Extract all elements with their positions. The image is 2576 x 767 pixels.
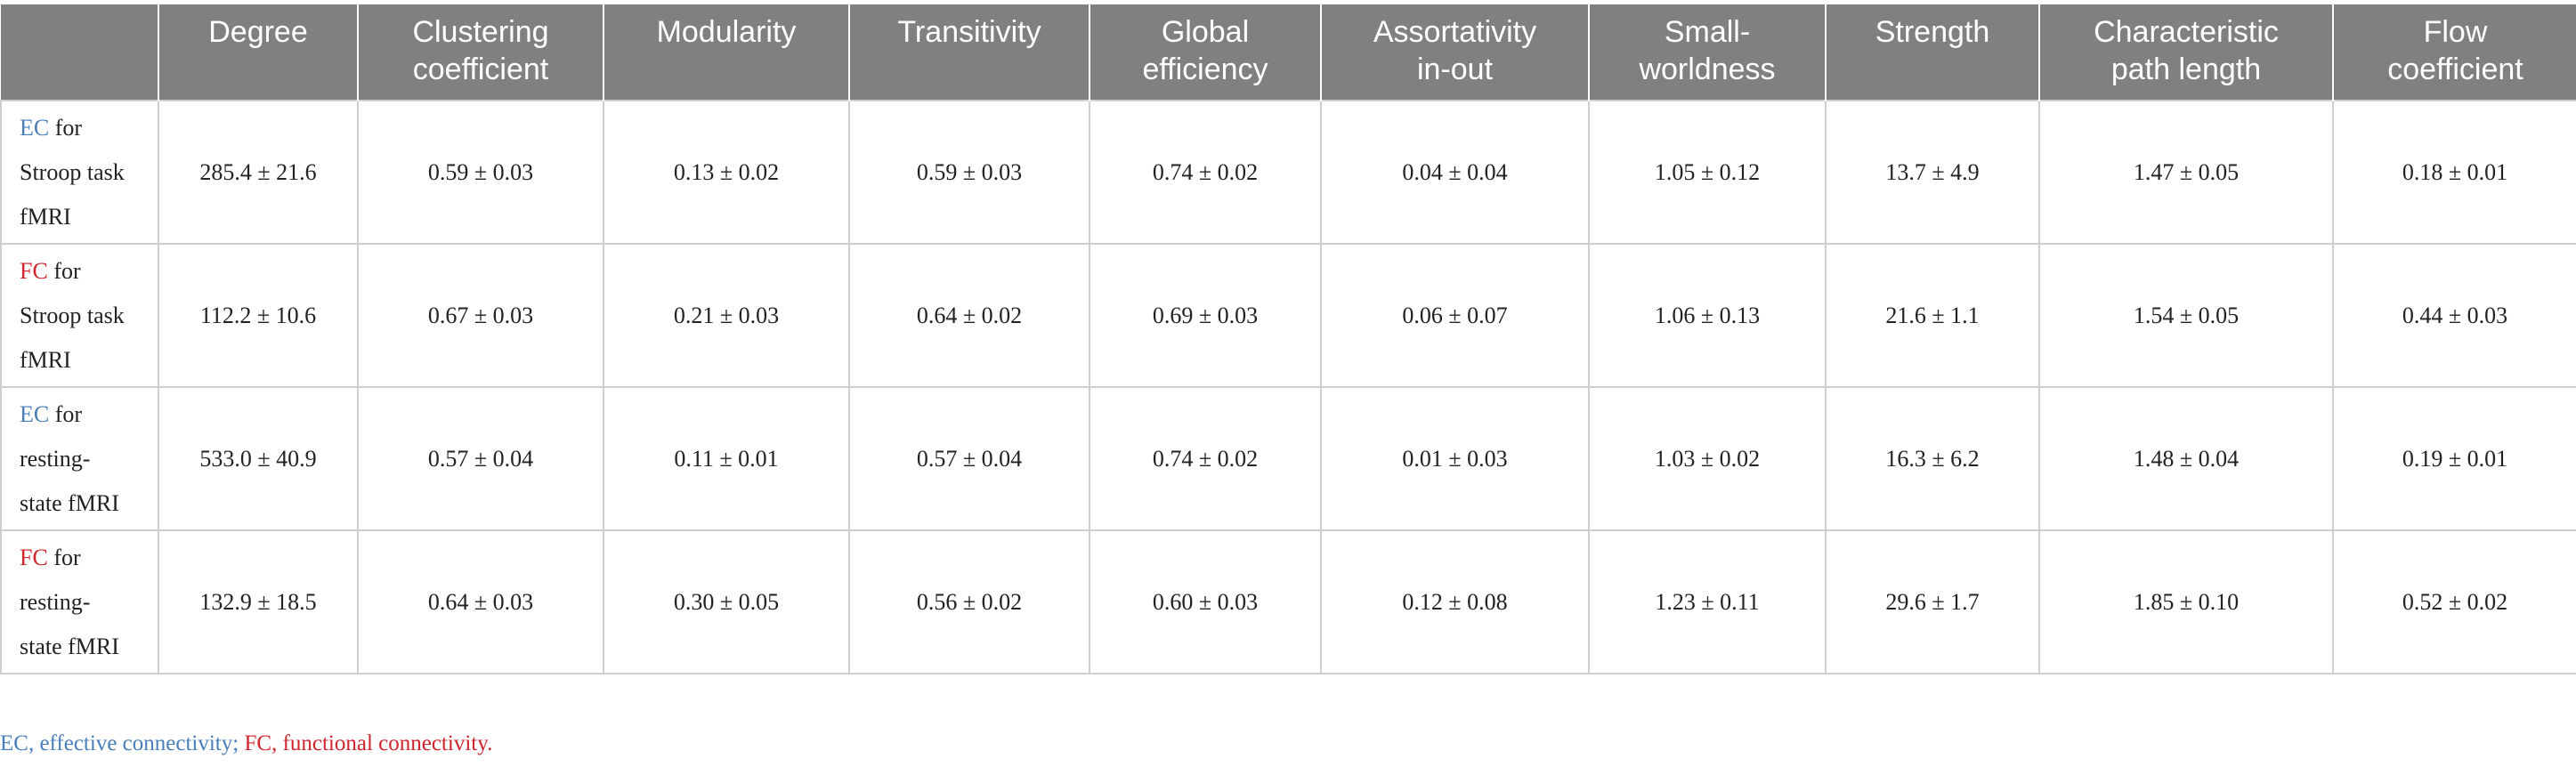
footnote: EC, effective connectivity; FC, function… [0, 731, 492, 756]
table-cell: 0.64 ± 0.03 [357, 529, 604, 674]
table-cell: 0.04 ± 0.04 [1320, 100, 1590, 245]
row-label: FC for Stroop task fMRI [0, 243, 159, 388]
table-cell: 0.01 ± 0.03 [1320, 386, 1590, 531]
row-abbreviation: EC [20, 114, 50, 141]
header-cell: Clustering coefficient [357, 4, 603, 101]
table-cell: 0.30 ± 0.05 [603, 529, 850, 674]
table-body: EC for Stroop task fMRI 285.4 ± 21.6 0.59 ± … [0, 100, 2576, 674]
table-cell: 0.67 ± 0.03 [357, 243, 604, 388]
table-cell: 285.4 ± 21.6 [158, 100, 359, 245]
table-cell: 0.69 ± 0.03 [1089, 243, 1322, 388]
header-cell: Strength [1825, 4, 2039, 101]
table-cell: 1.85 ± 0.10 [2038, 529, 2334, 674]
row-label: FC for resting-state fMRI [0, 529, 159, 674]
table-row: FC for Stroop task fMRI 112.2 ± 10.6 0.67 ± … [0, 243, 2576, 388]
table-cell: 0.44 ± 0.03 [2332, 243, 2576, 388]
table-cell: 0.18 ± 0.01 [2332, 100, 2576, 245]
table-row: EC for Stroop task fMRI 285.4 ± 21.6 0.59 ± … [0, 100, 2576, 245]
table-cell: 0.19 ± 0.01 [2332, 386, 2576, 531]
table-cell: 1.05 ± 0.12 [1588, 100, 1827, 245]
table-cell: 0.52 ± 0.02 [2332, 529, 2576, 674]
table-cell: 0.74 ± 0.02 [1089, 386, 1322, 531]
table-cell: 0.56 ± 0.02 [848, 529, 1090, 674]
table-cell: 21.6 ± 1.1 [1825, 243, 2040, 388]
table-cell: 0.12 ± 0.08 [1320, 529, 1590, 674]
table-cell: 0.74 ± 0.02 [1089, 100, 1322, 245]
header-cell: Transitivity [848, 4, 1090, 101]
table-cell: 0.60 ± 0.03 [1089, 529, 1322, 674]
footnote-ec: EC, effective connectivity; [0, 731, 239, 755]
header-row: Degree Clustering coefficient Modularity Tra… [1, 4, 2576, 101]
table-cell: 1.54 ± 0.05 [2038, 243, 2334, 388]
table-cell: 0.06 ± 0.07 [1320, 243, 1590, 388]
header-cell-empty [1, 4, 158, 101]
header-cell: Assortativity in-out [1320, 4, 1589, 101]
table-cell: 1.03 ± 0.02 [1588, 386, 1827, 531]
table-row: FC for resting-state fMRI 132.9 ± 18.5 0.64… [0, 529, 2576, 674]
header-cell: Global efficiency [1089, 4, 1321, 101]
table-cell: 0.64 ± 0.02 [848, 243, 1090, 388]
table-cell: 1.47 ± 0.05 [2038, 100, 2334, 245]
table-cell: 0.57 ± 0.04 [357, 386, 604, 531]
table-cell: 1.23 ± 0.11 [1588, 529, 1827, 674]
network-metrics-table: Degree Clustering coefficient Modularity Tra… [0, 4, 2576, 674]
table-cell: 112.2 ± 10.6 [158, 243, 359, 388]
table-cell: 0.21 ± 0.03 [603, 243, 850, 388]
table-cell: 29.6 ± 1.7 [1825, 529, 2040, 674]
row-abbreviation: FC [20, 544, 48, 570]
table-cell: 13.7 ± 4.9 [1825, 100, 2040, 245]
header-cell: Flow coefficient [2332, 4, 2576, 101]
header-cell: Small-worldness [1588, 4, 1826, 101]
row-abbreviation: EC [20, 400, 50, 427]
table-row: EC for resting-state fMRI 533.0 ± 40.9 0.57… [0, 386, 2576, 531]
table-cell: 132.9 ± 18.5 [158, 529, 359, 674]
header-cell: Degree [158, 4, 358, 101]
table-cell: 0.59 ± 0.03 [357, 100, 604, 245]
table-cell: 1.06 ± 0.13 [1588, 243, 1827, 388]
header-cell: Characteristic path length [2038, 4, 2333, 101]
table-cell: 0.13 ± 0.02 [603, 100, 850, 245]
row-label: EC for Stroop task fMRI [0, 100, 159, 245]
table-cell: 0.11 ± 0.01 [603, 386, 850, 531]
table-cell: 0.59 ± 0.03 [848, 100, 1090, 245]
row-abbreviation: FC [20, 257, 48, 284]
table-cell: 16.3 ± 6.2 [1825, 386, 2040, 531]
header-cell: Modularity [603, 4, 849, 101]
table-cell: 0.57 ± 0.04 [848, 386, 1090, 531]
row-label: EC for resting-state fMRI [0, 386, 159, 531]
table-cell: 1.48 ± 0.04 [2038, 386, 2334, 531]
table-cell: 533.0 ± 40.9 [158, 386, 359, 531]
footnote-fc: FC, functional connectivity. [244, 731, 493, 755]
